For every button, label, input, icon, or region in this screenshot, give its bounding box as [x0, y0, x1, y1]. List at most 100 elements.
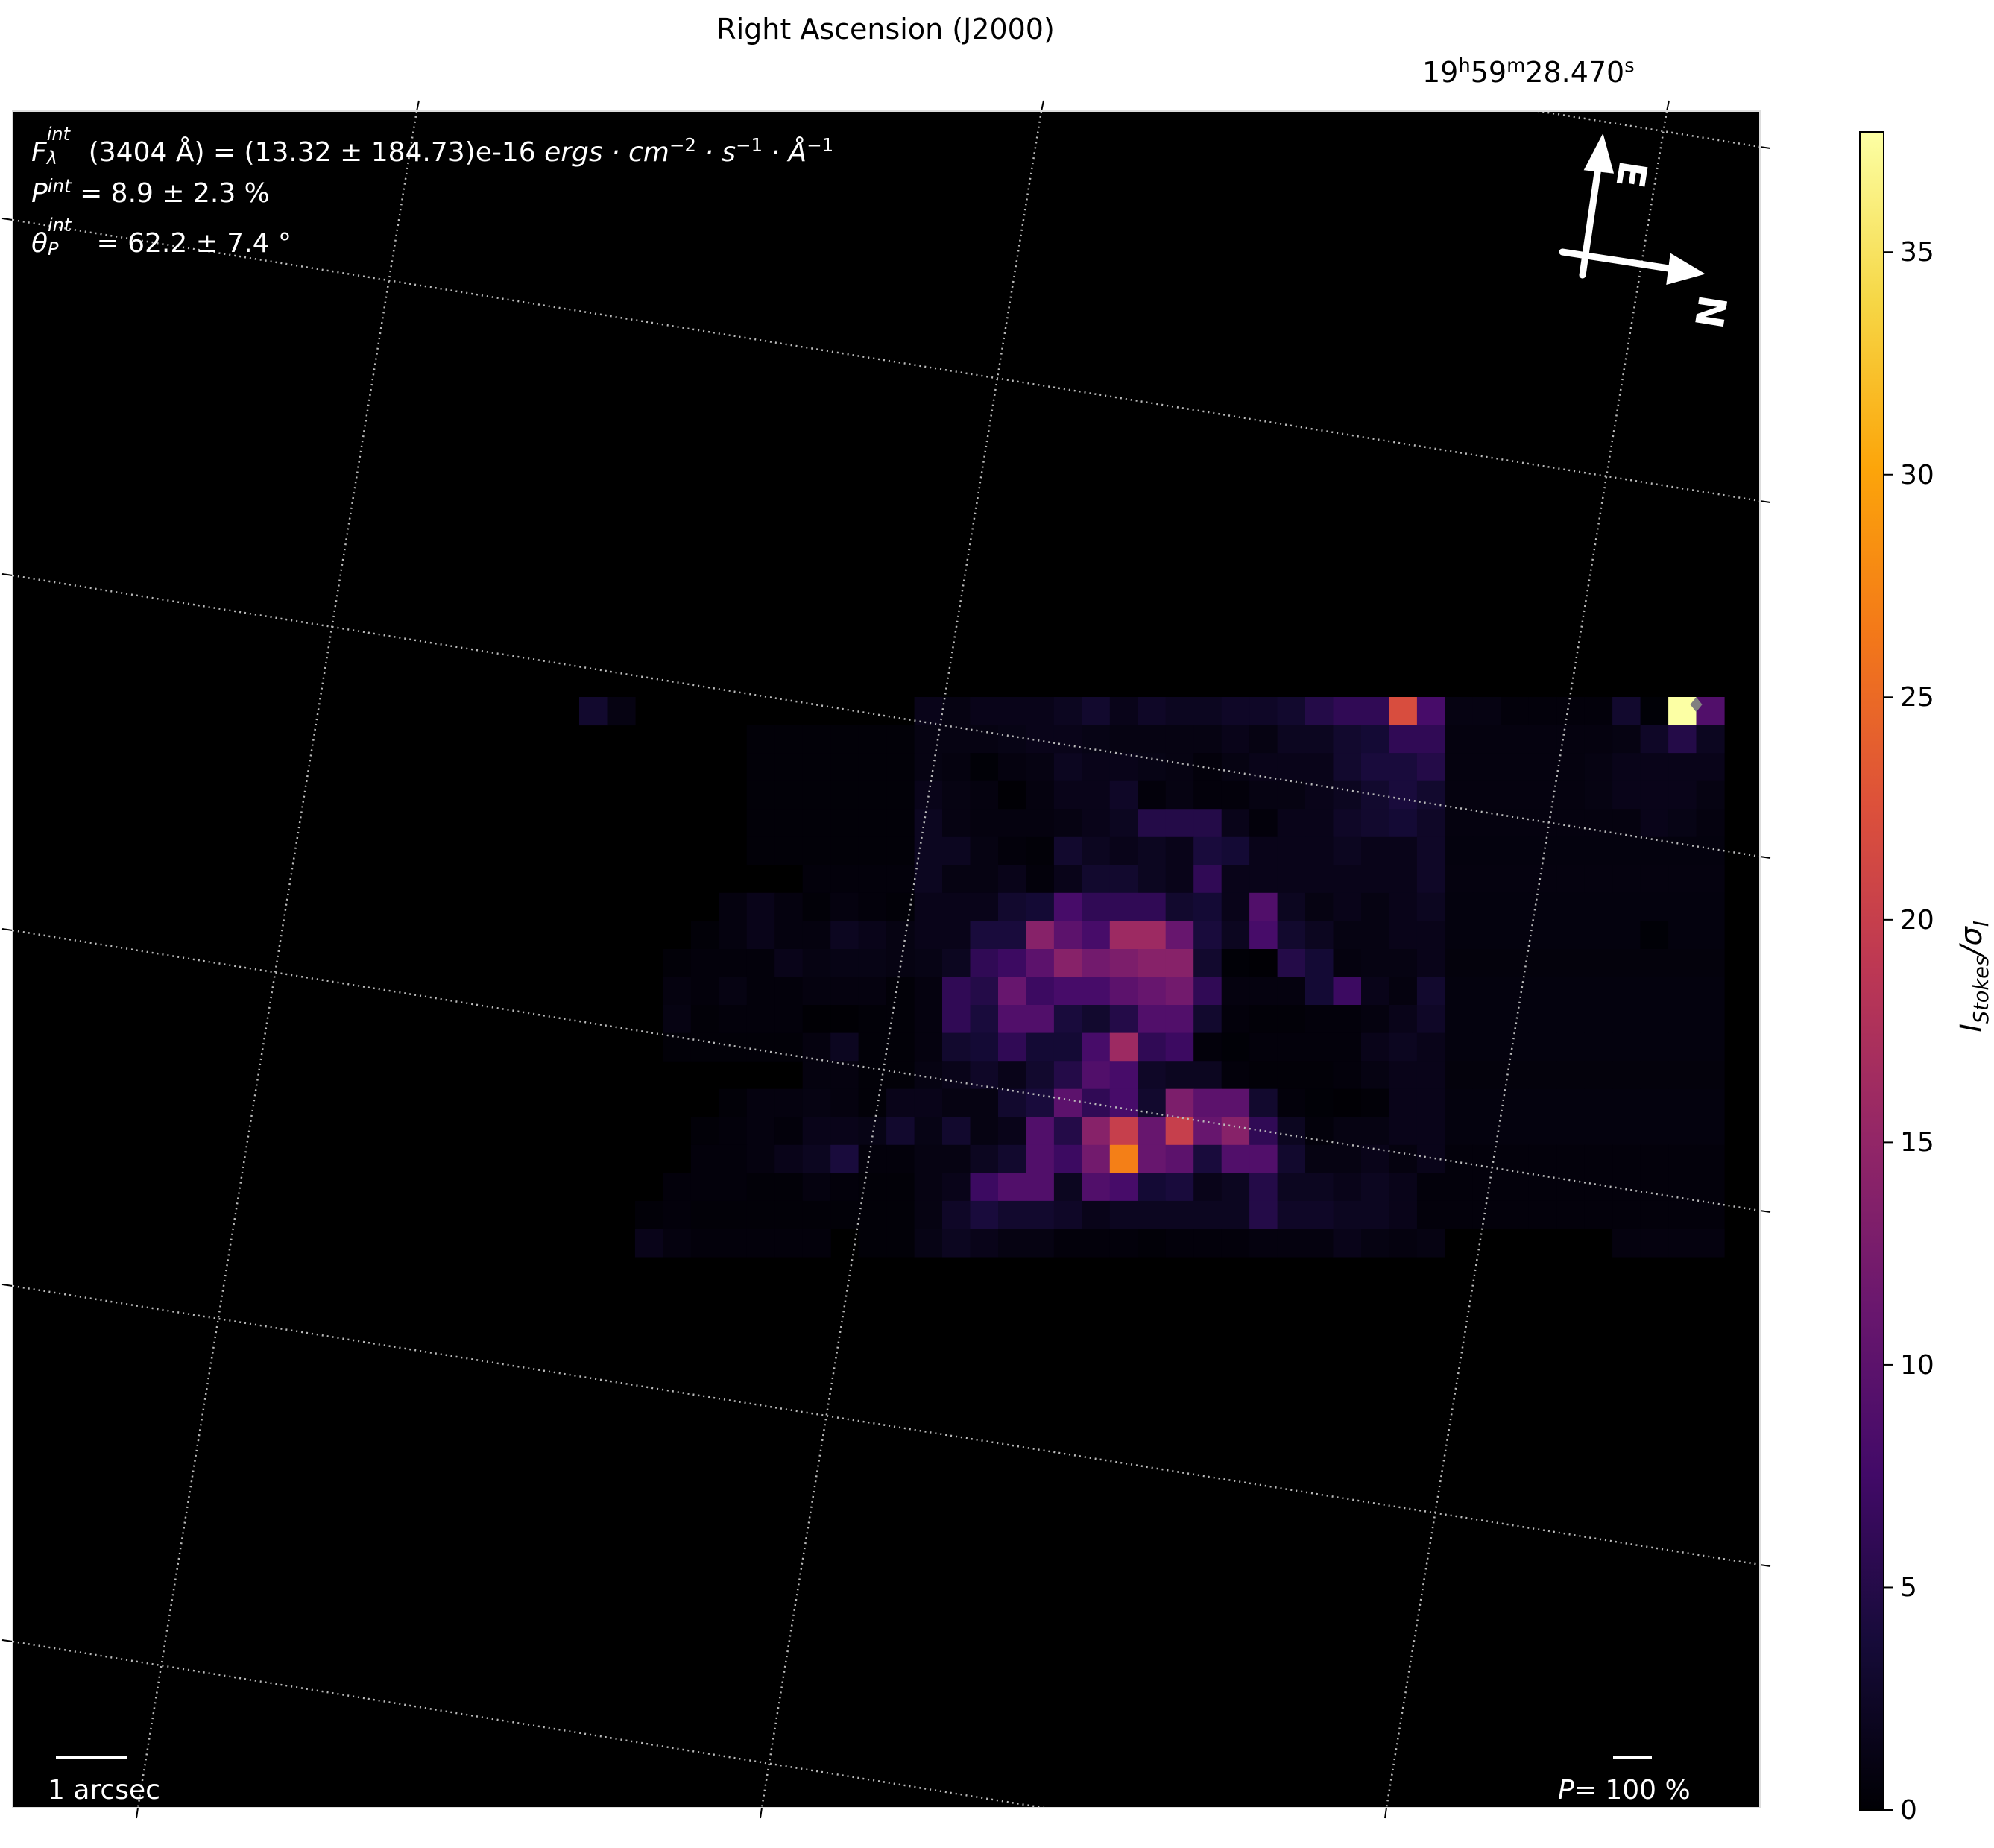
heatmap-cell [830, 1032, 859, 1062]
heatmap-cell [1528, 1173, 1557, 1202]
top-axis-label: Right Ascension (J2000) [716, 13, 1055, 45]
heatmap-cell [1053, 1229, 1082, 1258]
heatmap-cell [1053, 865, 1082, 894]
heatmap-cell [998, 949, 1027, 978]
heatmap-cell [1668, 977, 1697, 1006]
north-arrow-head [1666, 253, 1706, 286]
heatmap-cell [1026, 1061, 1055, 1090]
heatmap-cell [1361, 977, 1390, 1006]
heatmap-cell [914, 1088, 943, 1117]
heatmap-cell [802, 1117, 831, 1146]
heatmap-cell [1249, 725, 1278, 754]
heatmap-cell [802, 1200, 831, 1229]
heatmap-cell [1138, 1032, 1167, 1062]
heatmap-cell [830, 780, 859, 810]
heatmap-cell [1696, 1005, 1725, 1034]
heatmap-cell [886, 1117, 915, 1146]
heatmap-cell [1668, 921, 1697, 950]
heatmap-cell [1165, 1117, 1194, 1146]
heatmap-cell [1026, 1173, 1055, 1202]
heatmap-cell [690, 1117, 719, 1146]
heatmap-cell [1277, 865, 1306, 894]
tick [1759, 500, 1771, 503]
heatmap-cell [1277, 892, 1306, 921]
heatmap-cell [1389, 809, 1418, 838]
angle-value: = 62.2 ± 7.4 ° [88, 228, 291, 259]
heatmap-cell [774, 1032, 804, 1062]
heatmap-cell [774, 836, 804, 865]
heatmap-cell [998, 892, 1027, 921]
heatmap-cell [942, 892, 971, 921]
heatmap-cell [663, 949, 692, 978]
heatmap-cell [1556, 809, 1586, 838]
heatmap-cell [998, 1005, 1027, 1034]
heatmap-cell [746, 1005, 775, 1034]
heatmap-cell [774, 921, 804, 950]
heatmap-cell [1640, 1005, 1669, 1034]
heatmap-cell [1138, 1200, 1167, 1229]
heatmap-cell [634, 1229, 663, 1258]
heatmap-cell [1389, 865, 1418, 894]
heatmap-cell [1668, 1005, 1697, 1034]
colorbar-ticks [1884, 251, 1893, 1811]
heatmap-cell [858, 1088, 887, 1117]
heatmap-cell [1584, 892, 1613, 921]
heatmap-cell [663, 1173, 692, 1202]
heatmap-cell [830, 977, 859, 1006]
heatmap-cell [1082, 1117, 1111, 1146]
heatmap-cell [1109, 725, 1138, 754]
heatmap-cell [1026, 780, 1055, 810]
heatmap-cell [1445, 753, 1474, 782]
heatmap-cell [774, 753, 804, 782]
heatmap-cell [1389, 836, 1418, 865]
heatmap-cell [1221, 1088, 1250, 1117]
heatmap-cell [970, 809, 999, 838]
heatmap-cell [746, 1088, 775, 1117]
heatmap-cell [1249, 892, 1278, 921]
heatmap-cell [1277, 780, 1306, 810]
heatmap-cell [774, 1200, 804, 1229]
heatmap-cell [1053, 949, 1082, 978]
heatmap-cell [1109, 949, 1138, 978]
heatmap-cell [1416, 753, 1445, 782]
heatmap-cell [1333, 921, 1362, 950]
heatmap-cell [1445, 836, 1474, 865]
heatmap-cell [1277, 977, 1306, 1006]
heatmap-cell [1668, 809, 1697, 838]
heatmap-cell [746, 780, 775, 810]
heatmap-cell [1165, 1061, 1194, 1090]
heatmap-cell [886, 921, 915, 950]
heatmap-cell [1668, 753, 1697, 782]
heatmap-cell [998, 1061, 1027, 1090]
heatmap-cell [1556, 1173, 1586, 1202]
heatmap-cell [914, 949, 943, 978]
flux-symbol: F [31, 137, 47, 168]
heatmap-cell [1082, 1005, 1111, 1034]
heatmap-cell [1445, 977, 1474, 1006]
heatmap-cell [1138, 977, 1167, 1006]
heatmap-cell [1165, 949, 1194, 978]
heatmap-cell [886, 1032, 915, 1062]
heatmap-cell [1361, 1088, 1390, 1117]
heatmap-cell [1416, 1200, 1445, 1229]
heatmap-cell [1165, 1144, 1194, 1173]
heatmap-cell [886, 892, 915, 921]
heatmap-cell [1026, 1005, 1055, 1034]
heatmap-cell [690, 1144, 719, 1173]
heatmap-cell [1138, 1144, 1167, 1173]
heatmap-cell [942, 1229, 971, 1258]
heatmap-cell [830, 836, 859, 865]
heatmap-cell [802, 977, 831, 1006]
heatmap-cell [1640, 809, 1669, 838]
heatmap-cell [1221, 865, 1250, 894]
heatmap-cell [942, 921, 971, 950]
heatmap-cell [1445, 780, 1474, 810]
heatmap-cell [802, 1144, 831, 1173]
heatmap-cell [1109, 1173, 1138, 1202]
heatmap-cell [1389, 1173, 1418, 1202]
heatmap-cell [1193, 780, 1222, 810]
heatmap-cell [1472, 1032, 1501, 1062]
heatmap-cell [1305, 977, 1334, 1006]
heatmap-cell [970, 1032, 999, 1062]
heatmap-cell [1333, 1088, 1362, 1117]
